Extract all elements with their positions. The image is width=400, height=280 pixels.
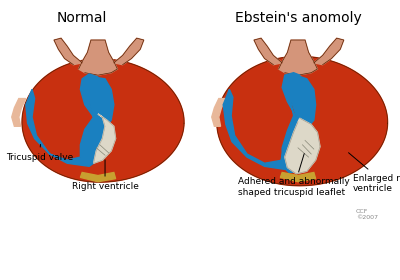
Polygon shape [94, 114, 116, 163]
Text: CCF
©2007: CCF ©2007 [356, 209, 378, 220]
Polygon shape [26, 74, 107, 166]
Text: Normal: Normal [57, 11, 107, 25]
Polygon shape [54, 38, 82, 65]
Text: Tricuspid valve: Tricuspid valve [6, 144, 73, 162]
Polygon shape [223, 73, 308, 169]
Text: Right ventricle: Right ventricle [72, 160, 138, 191]
Polygon shape [280, 149, 308, 172]
Polygon shape [114, 38, 144, 65]
Polygon shape [254, 38, 282, 65]
Text: Adhered and abnormally
shaped tricuspid leaflet: Adhered and abnormally shaped tricuspid … [238, 153, 350, 197]
Polygon shape [280, 172, 316, 182]
Polygon shape [217, 56, 388, 186]
Polygon shape [85, 77, 114, 142]
Polygon shape [85, 142, 102, 163]
Polygon shape [288, 75, 316, 141]
Polygon shape [314, 38, 344, 65]
Polygon shape [22, 59, 184, 182]
Polygon shape [212, 99, 226, 126]
Polygon shape [79, 40, 117, 75]
Text: Ebstein's anomoly: Ebstein's anomoly [235, 11, 361, 25]
Polygon shape [12, 99, 26, 126]
Text: Enlarged right
ventricle: Enlarged right ventricle [348, 153, 400, 193]
Polygon shape [285, 118, 320, 174]
Polygon shape [80, 172, 116, 182]
Polygon shape [279, 40, 317, 75]
